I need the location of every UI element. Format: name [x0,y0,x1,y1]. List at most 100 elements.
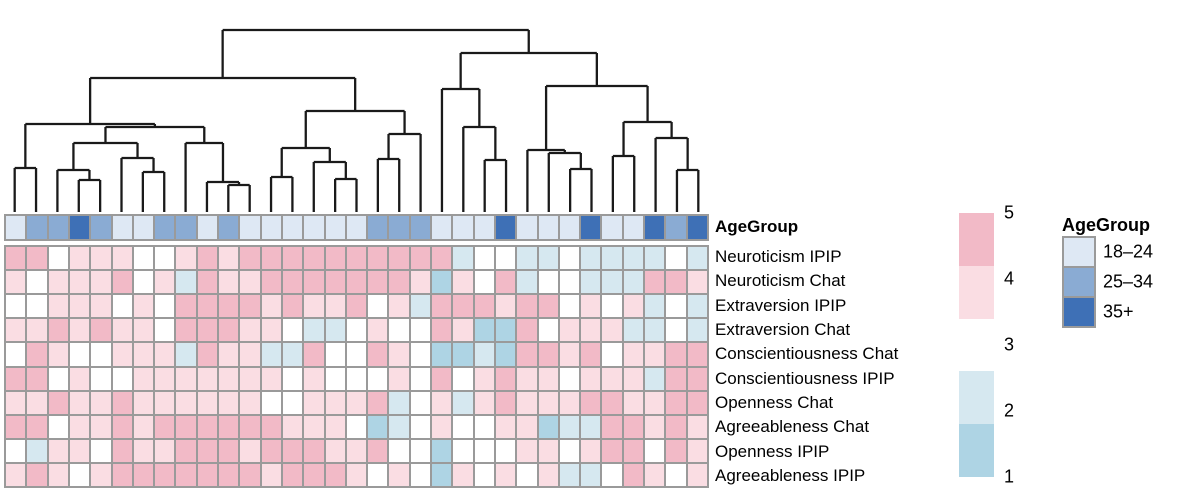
heatmap-cell [346,463,367,486]
heatmap-cell [69,247,90,270]
heatmap-cell [581,295,601,318]
heatmap-cell [432,415,452,438]
age-annotation-cell [48,216,68,239]
heatmap-cell [69,319,90,342]
heatmap-cell [495,319,516,342]
heatmap-cell [495,415,516,438]
heatmap-cell [623,271,644,294]
heatmap-cell [623,247,644,270]
heatmap-row-label: Agreeableness Chat [715,417,870,437]
heatmap-cell [325,295,345,318]
heatmap-cell [91,367,111,390]
heatmap-cell [112,343,132,366]
heatmap-row-label: Neuroticism Chat [715,271,846,291]
heatmap-cell [48,391,68,414]
heatmap-cell [304,367,324,390]
heatmap-cell [517,367,537,390]
colorbar-segment [959,318,994,372]
age-annotation-cell [453,216,473,239]
heatmap-grid [4,245,709,488]
heatmap-cell [453,247,473,270]
heatmap-cell [559,415,580,438]
heatmap-cell [6,343,26,366]
value-colorbar [959,213,994,477]
heatmap-cell [623,319,644,342]
heatmap-cell [346,391,367,414]
heatmap-cell [645,463,665,486]
heatmap-cell [389,271,409,294]
heatmap-cell [538,415,558,438]
heatmap-cell [602,391,622,414]
heatmap-cell [474,367,494,390]
heatmap-cell [389,295,409,318]
heatmap-cell [6,367,26,390]
heatmap-cell [304,391,324,414]
heatmap-cell [453,271,473,294]
heatmap-cell [687,415,707,438]
heatmap-cell [112,463,132,486]
heatmap-cell [517,319,537,342]
age-annotation-cell [176,216,196,239]
age-annotation-cell [197,216,218,239]
heatmap-cell [91,247,111,270]
heatmap-cell [645,415,665,438]
heatmap-cell [559,391,580,414]
heatmap-cell [304,319,324,342]
heatmap-cell [240,367,260,390]
age-annotation-cell [559,216,580,239]
heatmap-cell [112,295,132,318]
heatmap-cell [453,415,473,438]
heatmap-cell [282,295,303,318]
heatmap-cell [155,367,175,390]
heatmap-cell [389,367,409,390]
heatmap-cell [240,271,260,294]
heatmap-cell [602,463,622,486]
heatmap-cell [304,439,324,462]
heatmap-cell [453,463,473,486]
age-legend-label: 18–24 [1103,241,1154,262]
heatmap-cell [304,415,324,438]
heatmap-cell [346,367,367,390]
heatmap-cell [48,367,68,390]
age-annotation-cell [219,216,239,239]
heatmap-cell [453,295,473,318]
age-annotation-cell [27,216,47,239]
age-legend-swatches [1062,236,1096,328]
heatmap-cell [474,439,494,462]
age-annotation-cell [410,216,431,239]
heatmap-cell [219,343,239,366]
heatmap-cell [538,367,558,390]
age-annotation-cell [261,216,281,239]
heatmap-cell [325,367,345,390]
age-annotation-cell [666,216,686,239]
heatmap-cell [304,343,324,366]
heatmap-cell [538,319,558,342]
heatmap-cell [48,319,68,342]
heatmap-cell [282,319,303,342]
heatmap-cell [48,439,68,462]
heatmap-cell [666,319,686,342]
heatmap-cell [27,295,47,318]
colorbar-segment [959,213,994,266]
heatmap-cell [687,295,707,318]
colorbar-segment [959,371,994,425]
heatmap-cell [346,319,367,342]
heatmap-cell [155,463,175,486]
heatmap-cell [133,271,154,294]
heatmap-cell [666,271,686,294]
heatmap-cell [410,319,431,342]
heatmap-cell [474,271,494,294]
heatmap-cell [432,439,452,462]
heatmap-cell [261,415,281,438]
heatmap-cell [623,391,644,414]
heatmap-cell [112,439,132,462]
heatmap-cell [261,247,281,270]
heatmap-row-label: Openness IPIP [715,441,830,461]
age-legend-swatch [1064,238,1094,266]
heatmap-cell [410,439,431,462]
heatmap-cell [112,271,132,294]
heatmap-cell [687,439,707,462]
heatmap-cell [368,271,388,294]
annotation-track-label: AgeGroup [715,217,799,236]
age-annotation-cell [6,216,26,239]
